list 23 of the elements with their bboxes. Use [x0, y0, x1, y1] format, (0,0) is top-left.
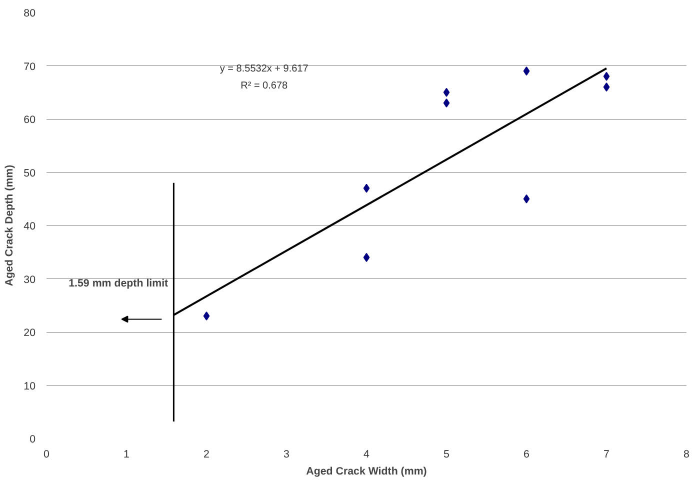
y-tick-label: 0 [30, 434, 36, 446]
annotation: R² = 0.678 [240, 80, 288, 92]
x-tick-label: 0 [44, 448, 50, 460]
y-tick-label: 40 [24, 220, 36, 232]
y-tick-label: 30 [24, 274, 36, 286]
ref-line-label: 1.59 mm depth limit [68, 277, 169, 290]
x-tick-label: 1 [124, 448, 130, 460]
y-tick-label: 50 [24, 167, 36, 180]
x-tick-label: 7 [604, 448, 610, 460]
x-tick-label: 2 [204, 448, 210, 460]
x-tick-label: 8 [684, 448, 690, 460]
x-tick-label: 5 [444, 448, 450, 460]
y-axis-title: Aged Crack Depth (mm) [4, 164, 16, 286]
x-tick-label: 3 [284, 448, 290, 460]
y-tick-label: 70 [24, 60, 36, 73]
y-tick-label: 20 [24, 327, 36, 339]
y-tick-label: 10 [24, 380, 36, 392]
x-tick-label: 4 [364, 448, 370, 460]
y-tick-label: 60 [24, 114, 36, 126]
x-tick-label: 6 [524, 448, 530, 460]
x-axis-title: Aged Crack Width (mm) [306, 466, 428, 478]
annotation: y = 8.5532x + 9.617 [220, 63, 309, 74]
y-tick-label: 80 [24, 8, 36, 20]
